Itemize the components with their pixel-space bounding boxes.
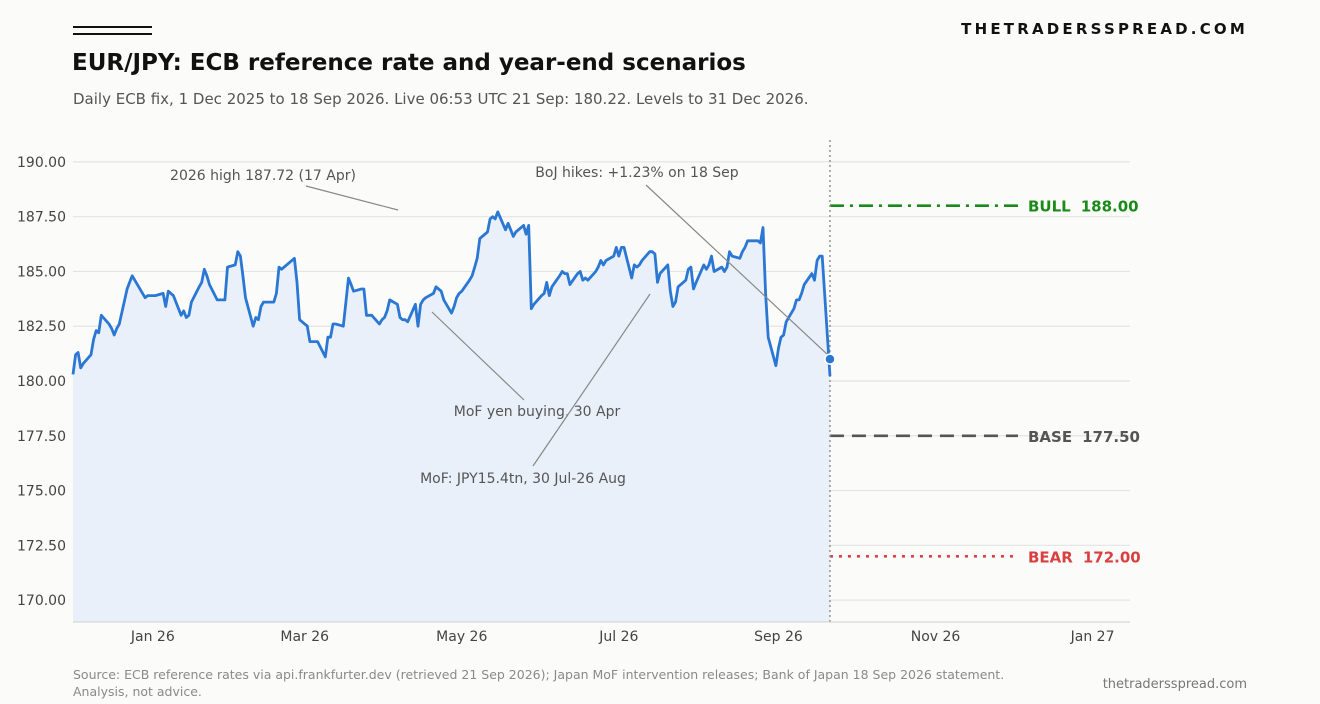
scenario-name: BEAR [1028,548,1073,566]
y-tick-label: 180.00 [17,374,66,390]
y-tick-label: 175.00 [17,484,66,500]
scenario-value: 177.50 [1082,428,1140,446]
y-tick-label: 182.50 [17,319,66,335]
header-rule-bottom [73,33,152,35]
scenario-lines: BULL 188.00 BASE 177.50 BEAR 172.00 [829,198,1141,566]
live-point-marker [824,353,836,365]
x-tick-label: Jan 27 [1070,629,1115,645]
y-tick-label: 172.50 [17,538,66,554]
annotation-leader [532,293,651,467]
x-tick-label: Jan 26 [130,629,175,645]
x-tick-label: May 26 [436,629,487,645]
x-tick-label: Nov 26 [911,629,961,645]
header-rule-top [73,26,152,28]
annotation-label: MoF: JPY15.4tn, 30 Jul-26 Aug [420,471,626,487]
annotation-leader [431,311,525,401]
brand-wordmark: THETRADERSSPREAD.COM [961,20,1248,38]
annotation-leader [645,184,828,355]
y-tick-label: 185.00 [17,264,66,280]
price-area [73,211,830,622]
y-tick-label: 177.50 [17,429,66,445]
y-tick-label: 170.00 [17,593,66,609]
scenario-label-base: BASE 177.50 [1028,428,1140,446]
y-tick-label: 190.00 [17,155,66,171]
annotation-label: BoJ hikes: +1.23% on 18 Sep [535,165,739,181]
x-tick-label: Jul 26 [598,629,638,645]
x-tick-label: Sep 26 [754,629,803,645]
x-axis: Jan 26 Mar 26 May 26 Jul 26 Sep 26 Nov 26 Jan … [130,629,1115,645]
footer-brand: thetradersspread.com [1102,677,1247,692]
chart-subtitle: Daily ECB fix, 1 Dec 2025 to 18 Sep 2026… [73,90,809,108]
scenario-value: 188.00 [1081,198,1139,216]
source-note: Source: ECB reference rates via api.fran… [73,667,1005,699]
scenario-name: BASE [1028,428,1072,446]
annotation-label: 2026 high 187.72 (17 Apr) [170,168,356,184]
annotations: 2026 high 187.72 (17 Apr) BoJ hikes: +1.2… [170,165,828,487]
chart-title: EUR/JPY: ECB reference rate and year-end… [72,50,746,76]
y-axis: 170.00 172.50 175.00 177.50 180.00 182.50 185.… [17,155,66,609]
scenario-name: BULL [1028,198,1071,216]
annotation-leader [305,185,399,211]
scenario-value: 172.00 [1083,548,1141,566]
x-tick-label: Mar 26 [280,629,329,645]
price-line [71,210,832,377]
scenario-label-bear: BEAR 172.00 [1028,548,1141,566]
y-tick-label: 187.50 [17,210,66,226]
annotation-label: MoF yen buying, 30 Apr [454,404,621,420]
scenario-label-bull: BULL 188.00 [1028,198,1139,216]
